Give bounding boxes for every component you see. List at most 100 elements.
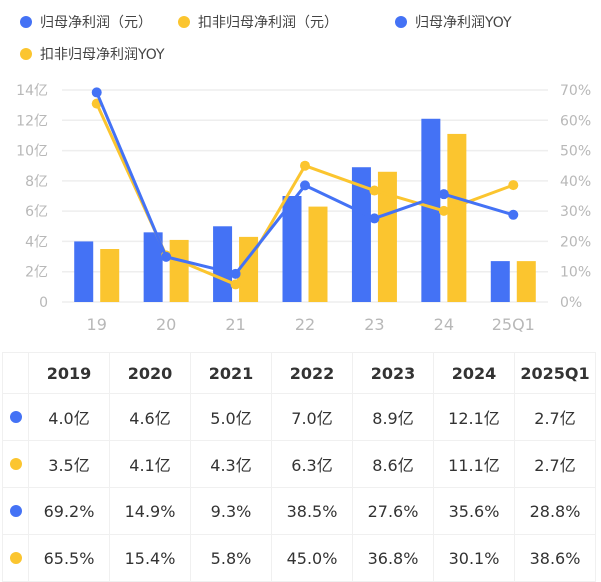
point-net-profit-yoy[interactable] <box>161 251 172 262</box>
left-axis-ticks: 0 2亿 4亿 6亿 8亿 10亿 12亿 14亿 <box>16 83 48 311</box>
legend-item-deducted-net-profit[interactable]: 扣非归母净利润（元） <box>178 12 338 32</box>
table-row: 65.5% 15.4% 5.8% 45.0% 36.8% 30.1% 38.6% <box>2 534 596 582</box>
circle-marker-icon <box>9 457 22 470</box>
right-tick-label: 10% <box>560 265 591 281</box>
point-deducted-net-profit-yoy[interactable] <box>300 160 310 171</box>
legend-label: 扣非归母净利润（元） <box>198 15 338 31</box>
left-tick-label: 12亿 <box>16 113 48 129</box>
column-header: 2020 <box>109 352 191 394</box>
table-cell: 38.5% <box>271 487 353 535</box>
x-tick-label: 22 <box>295 315 315 334</box>
table-cell: 35.6% <box>433 487 515 535</box>
circle-marker-icon <box>20 16 32 28</box>
table-cell: 28.8% <box>514 487 596 535</box>
right-tick-label: 0% <box>560 295 582 311</box>
point-net-profit-yoy[interactable] <box>508 209 519 220</box>
left-tick-label: 14亿 <box>16 83 48 99</box>
header-blank <box>2 352 29 394</box>
legend-item-deducted-net-profit-yoy[interactable]: 扣非归母净利润YOY <box>20 44 165 64</box>
table-header-row: 2019 2020 2021 2022 2023 2024 2025Q1 <box>2 352 596 394</box>
right-tick-label: 70% <box>560 83 591 99</box>
point-deducted-net-profit-yoy[interactable] <box>438 205 449 216</box>
table-cell: 9.3% <box>190 487 272 535</box>
x-tick-label: 21 <box>225 315 245 334</box>
point-deducted-net-profit-yoy[interactable] <box>230 279 241 290</box>
bar-deducted-net-profit[interactable] <box>100 249 120 302</box>
right-tick-label: 20% <box>560 234 591 250</box>
legend-item-net-profit[interactable]: 归母净利润（元） <box>20 12 152 32</box>
x-tick-label: 19 <box>87 315 107 334</box>
bar-net-profit[interactable] <box>421 118 441 302</box>
bar-deducted-net-profit[interactable] <box>169 239 189 302</box>
bar-deducted-net-profit[interactable] <box>308 206 328 302</box>
x-tick-label: 25Q1 <box>492 315 535 334</box>
left-tick-label: 4亿 <box>25 234 48 250</box>
x-tick-label: 20 <box>156 315 176 334</box>
row-marker <box>2 487 29 535</box>
table-cell: 30.1% <box>433 534 515 582</box>
table-cell: 6.3亿 <box>271 440 353 488</box>
point-deducted-net-profit-yoy[interactable] <box>508 180 519 191</box>
bar-deducted-net-profit[interactable] <box>377 171 397 302</box>
row-marker <box>2 440 29 488</box>
point-net-profit-yoy[interactable] <box>230 268 241 279</box>
combo-chart: 0 2亿 4亿 6亿 8亿 10亿 12亿 14亿 0% 10% 20% 30%… <box>16 83 591 334</box>
table-cell: 38.6% <box>514 534 596 582</box>
legend-label: 扣非归母净利润YOY <box>40 47 165 63</box>
circle-marker-icon <box>178 16 190 28</box>
table-cell: 11.1亿 <box>433 440 515 488</box>
column-header: 2021 <box>190 352 272 394</box>
left-tick-label: 6亿 <box>25 204 48 220</box>
table-cell: 5.0亿 <box>190 393 272 441</box>
table-row: 3.5亿 4.1亿 4.3亿 6.3亿 8.6亿 11.1亿 2.7亿 <box>2 440 596 488</box>
bar-net-profit[interactable] <box>282 196 302 302</box>
bar-deducted-net-profit[interactable] <box>516 261 536 302</box>
bar-deducted-net-profit[interactable] <box>447 133 467 302</box>
bar-net-profit[interactable] <box>490 261 510 302</box>
circle-marker-icon <box>20 48 32 60</box>
x-tick-label: 24 <box>434 315 454 334</box>
table-row: 69.2% 14.9% 9.3% 38.5% 27.6% 35.6% 28.8% <box>2 487 596 535</box>
table-cell: 4.0亿 <box>28 393 110 441</box>
table-row: 4.0亿 4.6亿 5.0亿 7.0亿 8.9亿 12.1亿 2.7亿 <box>2 393 596 441</box>
table-cell: 14.9% <box>109 487 191 535</box>
table-cell: 7.0亿 <box>271 393 353 441</box>
table-cell: 36.8% <box>352 534 434 582</box>
row-marker <box>2 393 29 441</box>
right-tick-label: 40% <box>560 174 591 190</box>
circle-marker-icon <box>9 551 22 564</box>
point-net-profit-yoy[interactable] <box>438 189 449 200</box>
legend-label: 归母净利润YOY <box>415 15 512 31</box>
row-marker <box>2 534 29 582</box>
table-cell: 15.4% <box>109 534 191 582</box>
point-deducted-net-profit-yoy[interactable] <box>369 185 380 196</box>
right-tick-label: 30% <box>560 204 591 220</box>
table-cell: 5.8% <box>190 534 272 582</box>
point-net-profit-yoy[interactable] <box>369 213 380 224</box>
bar-net-profit[interactable] <box>74 241 94 302</box>
bar-net-profit[interactable] <box>213 226 233 302</box>
circle-marker-icon <box>395 16 407 28</box>
right-tick-label: 50% <box>560 144 591 160</box>
lines <box>91 87 519 290</box>
table-cell: 69.2% <box>28 487 110 535</box>
circle-marker-icon <box>9 504 22 517</box>
column-header: 2022 <box>271 352 353 394</box>
point-net-profit-yoy[interactable] <box>91 87 102 98</box>
left-tick-label: 2亿 <box>25 265 48 281</box>
bar-net-profit[interactable] <box>351 167 371 302</box>
left-tick-label: 0 <box>39 295 48 311</box>
point-net-profit-yoy[interactable] <box>300 180 310 191</box>
bar-net-profit[interactable] <box>143 232 163 302</box>
table-cell: 65.5% <box>28 534 110 582</box>
column-header: 2019 <box>28 352 110 394</box>
table-cell: 3.5亿 <box>28 440 110 488</box>
legend-item-net-profit-yoy[interactable]: 归母净利润YOY <box>395 12 512 32</box>
circle-marker-icon <box>9 410 22 423</box>
table-cell: 2.7亿 <box>514 440 596 488</box>
right-axis-ticks: 0% 10% 20% 30% 40% 50% 60% 70% <box>560 83 591 311</box>
column-header: 2024 <box>433 352 515 394</box>
table-cell: 8.6亿 <box>352 440 434 488</box>
table-cell: 4.1亿 <box>109 440 191 488</box>
left-tick-label: 8亿 <box>25 174 48 190</box>
